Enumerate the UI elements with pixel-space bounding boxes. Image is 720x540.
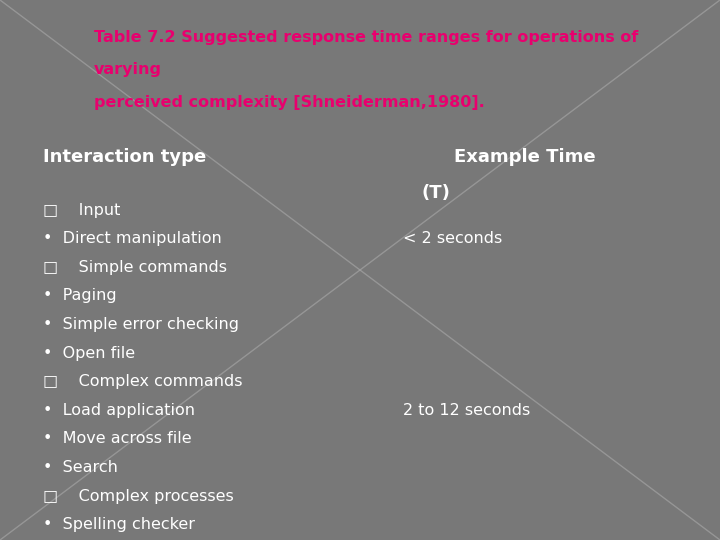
- Text: •  Paging: • Paging: [43, 288, 117, 303]
- Text: □    Input: □ Input: [43, 202, 120, 218]
- Text: •  Move across file: • Move across file: [43, 431, 192, 447]
- Text: □    Complex commands: □ Complex commands: [43, 374, 243, 389]
- Text: Example Time: Example Time: [454, 148, 595, 166]
- Text: □    Simple commands: □ Simple commands: [43, 260, 228, 275]
- Text: □    Complex processes: □ Complex processes: [43, 489, 234, 504]
- Text: varying: varying: [94, 62, 161, 77]
- Text: < 2 seconds: < 2 seconds: [403, 231, 503, 246]
- Text: •  Load application: • Load application: [43, 403, 195, 418]
- Text: •  Open file: • Open file: [43, 346, 135, 361]
- Text: •  Spelling checker: • Spelling checker: [43, 517, 195, 532]
- Text: Table 7.2 Suggested response time ranges for operations of: Table 7.2 Suggested response time ranges…: [94, 30, 638, 45]
- Text: •  Simple error checking: • Simple error checking: [43, 317, 239, 332]
- Text: 2 to 12 seconds: 2 to 12 seconds: [403, 403, 531, 418]
- Text: perceived complexity [Shneiderman,1980].: perceived complexity [Shneiderman,1980].: [94, 94, 485, 110]
- Text: (T): (T): [421, 184, 450, 201]
- Text: Interaction type: Interaction type: [43, 148, 207, 166]
- Text: •  Direct manipulation: • Direct manipulation: [43, 231, 222, 246]
- Text: •  Search: • Search: [43, 460, 118, 475]
